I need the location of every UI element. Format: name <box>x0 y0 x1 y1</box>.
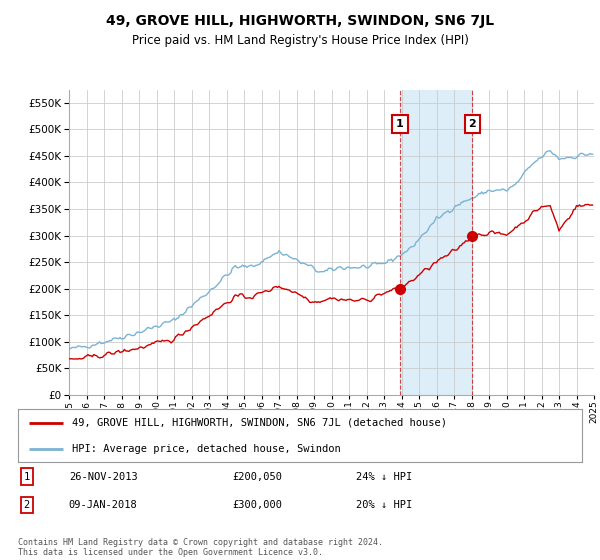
Text: 49, GROVE HILL, HIGHWORTH, SWINDON, SN6 7JL (detached house): 49, GROVE HILL, HIGHWORTH, SWINDON, SN6 … <box>71 418 446 428</box>
Text: 1: 1 <box>23 472 30 482</box>
Text: Price paid vs. HM Land Registry's House Price Index (HPI): Price paid vs. HM Land Registry's House … <box>131 34 469 46</box>
Text: 2: 2 <box>23 500 30 510</box>
Text: 24% ↓ HPI: 24% ↓ HPI <box>356 472 413 482</box>
Text: 26-NOV-2013: 26-NOV-2013 <box>69 472 137 482</box>
Text: £300,000: £300,000 <box>232 500 283 510</box>
Bar <box>400 90 472 395</box>
Text: 1: 1 <box>396 119 404 129</box>
Text: £200,050: £200,050 <box>232 472 283 482</box>
Text: 2: 2 <box>469 119 476 129</box>
Text: 09-JAN-2018: 09-JAN-2018 <box>69 500 137 510</box>
Text: 49, GROVE HILL, HIGHWORTH, SWINDON, SN6 7JL: 49, GROVE HILL, HIGHWORTH, SWINDON, SN6 … <box>106 14 494 28</box>
Text: HPI: Average price, detached house, Swindon: HPI: Average price, detached house, Swin… <box>71 444 340 454</box>
Text: 20% ↓ HPI: 20% ↓ HPI <box>356 500 413 510</box>
Text: Contains HM Land Registry data © Crown copyright and database right 2024.
This d: Contains HM Land Registry data © Crown c… <box>18 538 383 557</box>
